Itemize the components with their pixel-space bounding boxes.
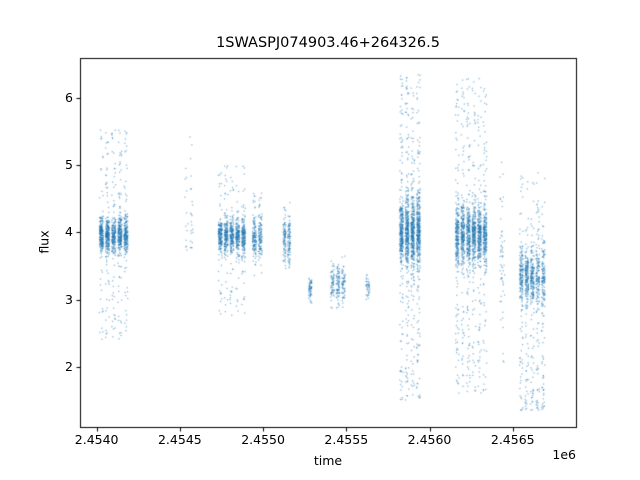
x-tick-label: 2.4555 bbox=[324, 432, 369, 447]
chart-title: 1SWASPJ074903.46+264326.5 bbox=[216, 35, 440, 51]
x-tick-label: 2.4540 bbox=[74, 432, 119, 447]
y-tick-label: 2 bbox=[65, 358, 73, 374]
y-tick-label: 4 bbox=[65, 224, 73, 240]
x-tick-label: 2.4550 bbox=[241, 432, 285, 447]
x-tick-label: 2.4565 bbox=[490, 432, 535, 447]
x-axis-offset-label: 1e6 bbox=[552, 447, 576, 462]
y-tick-label: 3 bbox=[65, 291, 73, 307]
y-tick-label: 6 bbox=[65, 90, 73, 106]
x-axis-label: time bbox=[313, 453, 343, 468]
x-tick-label: 2.4545 bbox=[157, 432, 202, 447]
x-tick-label: 2.4560 bbox=[407, 432, 452, 447]
y-tick-label: 5 bbox=[65, 157, 73, 173]
